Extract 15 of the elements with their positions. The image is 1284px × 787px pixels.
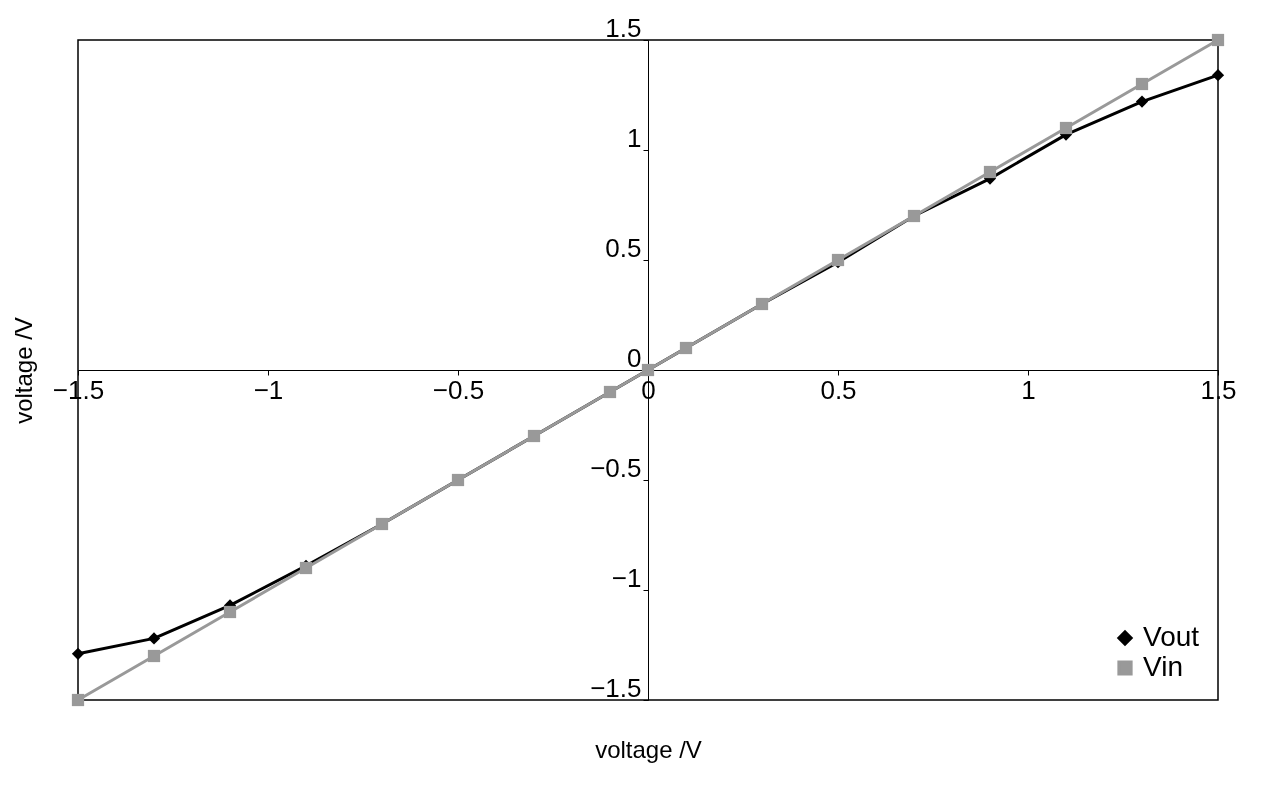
y-tick-label: 0 [627,342,642,373]
y-tick-label: −0.5 [590,452,642,483]
x-tick-label: 0.5 [820,374,857,405]
x-tick-label: −0.5 [432,374,485,405]
y-tick-label: −1 [611,562,642,593]
x-tick-label: 1 [1021,374,1036,405]
x-tick-label: −1 [253,374,284,405]
y-axis-title: voltage /V [9,317,37,424]
y-tick-label: 1 [627,122,642,153]
legend-label: Vout [1143,621,1200,652]
y-tick-label: 1.5 [605,12,642,43]
legend-label: Vin [1143,651,1183,682]
x-axis-title: voltage /V [595,735,702,763]
y-tick-label: 0.5 [605,232,642,263]
y-tick-label: −1.5 [590,672,642,703]
